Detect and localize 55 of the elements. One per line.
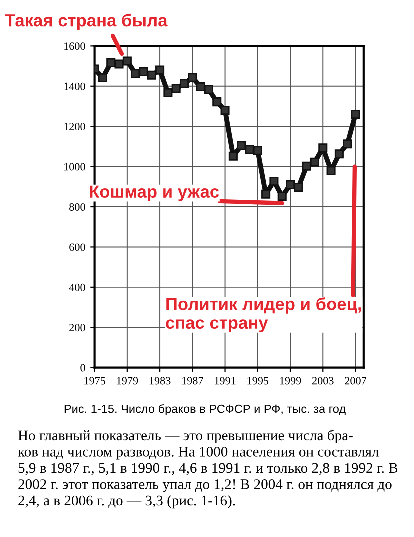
y-tick-label: 1200 — [64, 123, 86, 131]
point — [351, 110, 360, 120]
point — [286, 180, 296, 190]
x-tick-label: 1999 — [280, 377, 302, 385]
x-tick-label: 1991 — [215, 377, 236, 385]
y-tick-label: 800 — [70, 203, 86, 211]
y-tick-label: 1000 — [64, 163, 86, 171]
point — [114, 60, 124, 69]
annotation: Политик лидер и боец, спас страну — [166, 297, 362, 333]
x-tick-label: 1979 — [117, 377, 138, 385]
point — [196, 82, 206, 92]
point — [98, 73, 108, 82]
point — [180, 79, 190, 88]
point — [156, 66, 165, 75]
text: Рис. 1-15. Число браков в РСФСР и РФ, тыс. за год — [64, 404, 346, 416]
point — [343, 140, 352, 149]
point — [212, 98, 222, 107]
point — [318, 144, 328, 153]
point — [220, 106, 230, 116]
x-tick-label: 1983 — [150, 377, 171, 385]
y-tick-label: 1400 — [64, 82, 86, 90]
point — [326, 166, 336, 176]
x-tick-label: 1987 — [182, 377, 204, 385]
point — [147, 70, 156, 80]
point — [253, 146, 262, 156]
point — [172, 84, 181, 94]
text: Но главный показатель — это превышение числа бра- ков над числом разводов. На 1000 населения он составлял 5,9 в 1987 г., 5,1 в 1990 г., 4,6 в 1991 г. и только 2,8 в 1992 г. В 2002 г. этот показатель упал до 1,2! В 2004 г. он поднялся до 2,4, а в 2006 г. до — 3,3 (рис. 1-16). — [18, 430, 398, 509]
point — [204, 85, 214, 94]
y-tick-label: 1600 — [64, 42, 86, 50]
point — [106, 58, 116, 68]
point — [310, 158, 320, 167]
y-tick-label: 400 — [69, 284, 86, 292]
point — [188, 73, 198, 82]
x-tick-label: 1995 — [248, 377, 269, 385]
point — [139, 67, 148, 76]
point — [278, 192, 287, 202]
point — [245, 145, 254, 154]
point — [270, 176, 279, 186]
point — [164, 88, 173, 98]
annotation: Кошмар и ужас — [90, 186, 220, 202]
y-tick-label: 0 — [80, 364, 86, 372]
x-tick-label: 2003 — [312, 377, 334, 385]
point — [262, 190, 271, 199]
point — [237, 141, 246, 150]
x-tick-label: 2007 — [345, 377, 367, 385]
point — [131, 69, 140, 78]
y-tick-label: 200 — [70, 324, 86, 332]
y-tick-label: 600 — [70, 244, 86, 252]
point — [294, 183, 304, 192]
point — [302, 162, 312, 171]
point — [228, 152, 238, 161]
x-tick-label: 1975 — [84, 377, 106, 385]
text: Такая страна была — [5, 14, 168, 30]
point — [122, 56, 132, 66]
point — [334, 150, 344, 159]
